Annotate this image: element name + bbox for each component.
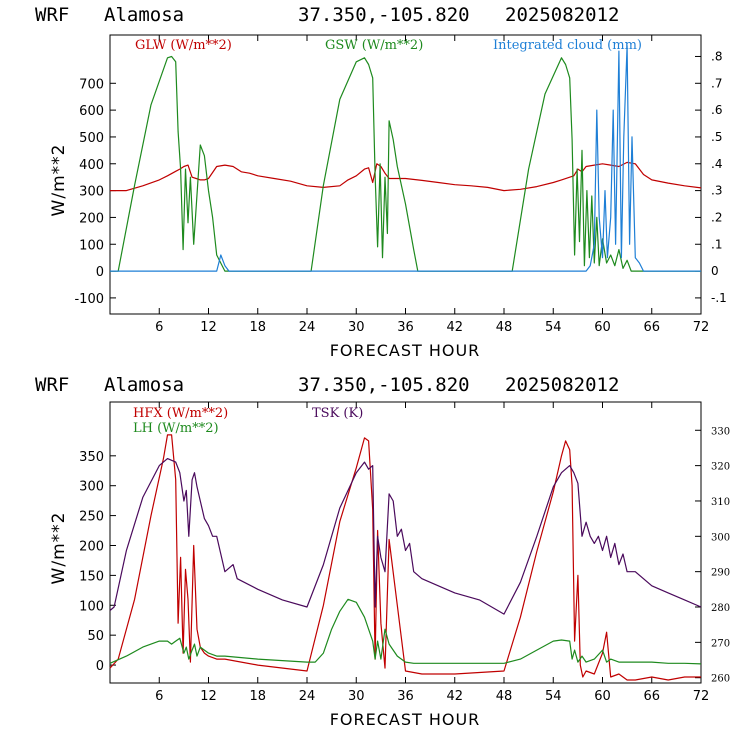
y2-tick-label: 320: [711, 462, 730, 473]
top-legend-cloud: Integrated cloud (mm): [493, 38, 642, 53]
x-tick-label: 12: [200, 689, 217, 704]
y2-tick-label: .6: [711, 103, 722, 117]
y-tick-label: 600: [79, 104, 104, 119]
x-tick-label: 72: [693, 689, 710, 704]
series-line-2: [109, 458, 702, 615]
x-tick-label: 24: [299, 320, 316, 335]
top-title-station: Alamosa: [104, 4, 184, 26]
y-tick-label: 100: [79, 599, 104, 614]
series-line-1: [109, 598, 702, 665]
x-tick-label: 48: [496, 689, 513, 704]
bottom-y-axis-label: W/m**2: [49, 512, 69, 585]
y-tick-label: 200: [79, 539, 104, 554]
bottom-x-axis-label: FORECAST HOUR: [330, 710, 481, 729]
y2-tick-label: .4: [711, 157, 722, 171]
y-tick-label: 200: [79, 211, 104, 226]
y2-tick-label: 290: [711, 568, 730, 579]
bottom-legend-tsk: TSK (K): [312, 406, 363, 421]
top-panel: WRF Alamosa 37.350,-105.820 2025082012 6…: [35, 4, 727, 360]
top-plot-marks: 6 12 18 24 30 36 42 48 54 60 66 72 -100 0 100 200 300 400…: [74, 35, 727, 335]
x-tick-label: 60: [594, 320, 611, 335]
y-tick-label: -100: [74, 292, 104, 307]
bottom-legend-lh: LH (W/m**2): [133, 421, 219, 436]
bottom-title-run: 2025082012: [505, 374, 619, 396]
y2-tick-label: 270: [711, 638, 730, 649]
y-tick-label: 100: [79, 238, 104, 253]
x-tick-label: 18: [249, 689, 266, 704]
top-title-coords: 37.350,-105.820: [298, 4, 470, 26]
y-tick-label: 400: [79, 158, 104, 173]
bottom-legend-hfx: HFX (W/m**2): [133, 406, 228, 421]
y-tick-label: 250: [79, 510, 104, 525]
top-title-run: 2025082012: [505, 4, 619, 26]
top-title-model: WRF: [35, 4, 69, 26]
y2-tick-label: .3: [711, 184, 722, 198]
y-tick-label: 700: [79, 77, 104, 92]
y2-tick-label: 280: [711, 603, 730, 614]
series-line-2: [110, 45, 701, 272]
x-tick-label: 36: [397, 320, 414, 335]
bottom-panel: WRF Alamosa 37.350,-105.820 2025082012 6…: [35, 374, 730, 729]
x-tick-label: 54: [545, 689, 562, 704]
x-tick-label: 72: [693, 320, 710, 335]
y-tick-label: 350: [79, 450, 104, 465]
x-tick-label: 30: [348, 689, 365, 704]
series-line-0: [109, 434, 701, 681]
top-x-axis-label: FORECAST HOUR: [330, 341, 481, 360]
y-tick-label: 150: [79, 569, 104, 584]
x-tick-label: 6: [155, 689, 163, 704]
x-tick-label: 42: [446, 320, 463, 335]
x-tick-label: 12: [200, 320, 217, 335]
y2-tick-label: 330: [711, 426, 730, 437]
y-tick-label: 500: [79, 131, 104, 146]
y2-tick-label: -.1: [711, 291, 727, 305]
x-tick-label: 42: [446, 689, 463, 704]
x-tick-label: 30: [348, 320, 365, 335]
y2-tick-label: 0: [711, 264, 719, 278]
series-line-1: [110, 55, 701, 272]
y2-tick-label: 260: [711, 674, 730, 685]
x-tick-label: 24: [299, 689, 316, 704]
y2-tick-label: .2: [711, 210, 722, 224]
y-tick-label: 0: [96, 265, 104, 280]
x-tick-label: 66: [643, 320, 660, 335]
bottom-title-station: Alamosa: [104, 374, 184, 396]
y-tick-label: 300: [79, 185, 104, 200]
y2-tick-label: .8: [711, 49, 722, 63]
y2-tick-label: 310: [711, 497, 730, 508]
bottom-plot-marks: 6 12 18 24 30 36 42 48 54 60 66 72 0 50 100 150 200 250 30…: [79, 402, 730, 704]
x-tick-label: 60: [594, 689, 611, 704]
bottom-title-model: WRF: [35, 374, 69, 396]
y2-tick-label: .5: [711, 130, 722, 144]
x-tick-label: 18: [249, 320, 266, 335]
x-tick-label: 36: [397, 689, 414, 704]
x-tick-label: 48: [496, 320, 513, 335]
x-tick-label: 54: [545, 320, 562, 335]
y2-tick-label: .7: [711, 76, 722, 90]
y-tick-label: 50: [87, 629, 104, 644]
series-line-0: [110, 161, 702, 192]
top-y-axis-label: W/m**2: [49, 144, 69, 217]
y-tick-label: 300: [79, 480, 104, 495]
x-tick-label: 66: [643, 689, 660, 704]
top-legend-gsw: GSW (W/m**2): [325, 38, 423, 53]
bottom-title-coords: 37.350,-105.820: [298, 374, 470, 396]
x-tick-label: 6: [155, 320, 163, 335]
y2-tick-label: 300: [711, 532, 730, 543]
y2-tick-label: .1: [711, 237, 722, 251]
y-tick-label: 0: [96, 659, 104, 674]
top-legend-glw: GLW (W/m**2): [135, 38, 232, 53]
